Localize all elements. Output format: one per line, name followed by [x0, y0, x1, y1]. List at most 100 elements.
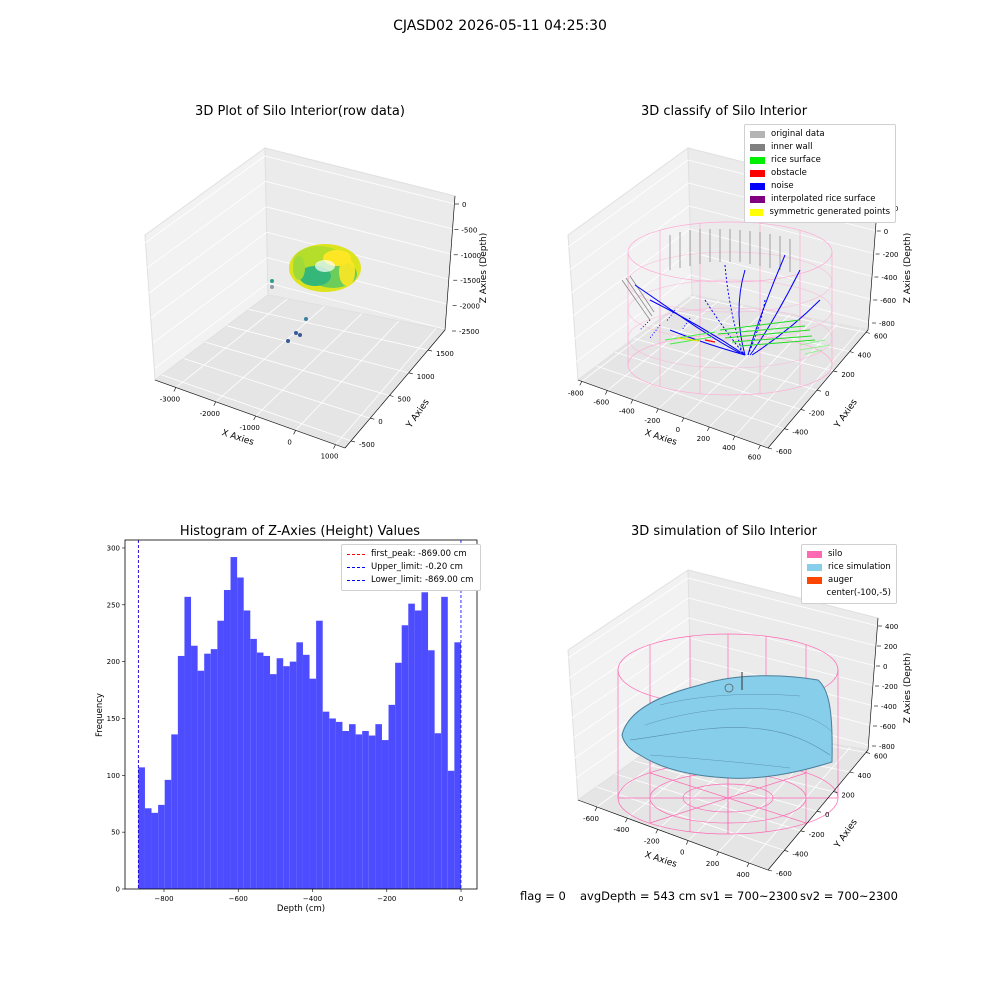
legend-label: noise: [771, 181, 794, 191]
legend-item: first_peak: -869.00 cm: [347, 548, 475, 561]
panel4-title: 3D simulation of Silo Interior: [631, 524, 817, 539]
panel1-outlier: [294, 331, 298, 335]
histogram-bar: [434, 733, 442, 889]
y-tick-label: -400: [792, 429, 808, 437]
panel3-legend: first_peak: -869.00 cm Upper_limit: -0.2…: [341, 544, 481, 591]
panel4-auger: [724, 672, 743, 693]
histogram-bar: [342, 730, 350, 889]
histogram-bar: [408, 603, 415, 889]
footer-sv2: sv2 = 700~2300: [800, 889, 898, 903]
histogram-yticks: 0 50 100 150 200 250 300: [107, 544, 125, 894]
histogram-ytick: 100: [107, 772, 120, 780]
legend-label: first_peak: -869.00 cm: [371, 549, 467, 559]
panel4-z-axis: 400 200 0 -200 -400 -600 -800 Z Axies (Depth): [867, 617, 913, 751]
histogram-bar: [329, 718, 336, 889]
x-tick-label: -400: [619, 408, 635, 416]
legend-swatch: [807, 564, 822, 571]
legend-label: auger: [828, 575, 853, 585]
legend-item: inner wall: [750, 141, 890, 154]
histogram-frame: [124, 539, 478, 890]
z-tick-label: -600: [880, 297, 896, 305]
histogram-bar: [362, 730, 369, 889]
legend-item: noise: [750, 180, 890, 193]
histogram-ytick: 150: [107, 715, 120, 723]
y-tick-label: -500: [359, 441, 375, 449]
z-tick-label: -1500: [460, 277, 480, 285]
histogram-bar: [283, 666, 290, 889]
panel2-3d-axes: -800 -600 -400 -200 0 200 400 600 X Axies -600 -…: [567, 147, 913, 461]
histogram-bar: [210, 649, 218, 889]
histogram-bars: [138, 557, 461, 889]
z-tick-label: -400: [881, 703, 897, 711]
x-tick-label: -400: [613, 826, 629, 834]
panel4-xlabel: X Axies: [643, 850, 678, 870]
histogram-bar: [191, 645, 198, 889]
histogram-bar: [158, 804, 165, 889]
histogram-bar: [414, 610, 422, 889]
legend-item: interpolated rice surface: [750, 193, 890, 206]
panel2-zlabel: Z Axies (Depth): [903, 233, 913, 304]
y-tick-label: -600: [776, 870, 792, 878]
y-tick-label: 1500: [436, 350, 454, 358]
legend-swatch: [750, 209, 764, 216]
panel2-silo-wireframe: [627, 221, 833, 396]
panel2-title: 3D classify of Silo Interior: [640, 104, 808, 119]
y-tick-label: 600: [874, 752, 887, 760]
footer-flag: flag = 0: [520, 889, 566, 903]
panel2-legend: original data inner wall rice surface ob…: [744, 124, 896, 223]
panel1-outlier: [298, 333, 302, 337]
histogram-bar: [256, 652, 264, 889]
z-tick-label: -200: [882, 683, 898, 691]
panel2-obstacle: [704, 339, 716, 343]
histogram-bar: [289, 661, 297, 889]
legend-label: original data: [771, 129, 825, 139]
histogram-bar: [375, 724, 382, 889]
histogram-bar: [401, 625, 409, 889]
panel4-zlabel: Z Axies (Depth): [903, 653, 913, 724]
histogram-bar: [138, 767, 145, 889]
histogram-bar: [270, 674, 277, 889]
panel1-points: [270, 244, 361, 343]
y-tick-label: 0: [378, 418, 382, 426]
panel1-outlier: [270, 279, 274, 283]
z-tick-label: -600: [880, 723, 896, 731]
z-tick-label: -800: [879, 743, 895, 751]
histogram-bar: [322, 711, 330, 889]
z-tick-label: 200: [884, 643, 897, 651]
histogram-xtick: 0: [459, 895, 463, 903]
histogram-bar: [237, 577, 244, 889]
legend-label: symmetric generated points: [769, 207, 890, 217]
legend-label: obstacle: [771, 168, 807, 178]
panel1-zlabel: Z Axies (Depth): [479, 233, 489, 304]
x-tick-label: 200: [697, 435, 710, 443]
panel1-cluster: [289, 244, 361, 292]
legend-swatch: [750, 196, 765, 203]
legend-label: rice surface: [771, 155, 821, 165]
panel2-inner-wall: [621, 229, 791, 321]
y-tick-label: -600: [776, 448, 792, 456]
y-tick-label: 200: [841, 371, 854, 379]
panel1-grid: [144, 155, 456, 445]
histogram-xtick: −400: [303, 895, 322, 903]
histogram-xtick: −600: [229, 895, 248, 903]
z-tick-label: 0: [462, 201, 466, 209]
legend-item: symmetric generated points: [750, 206, 890, 219]
legend-swatch: [807, 551, 822, 558]
z-tick-label: 400: [885, 623, 898, 631]
x-tick-label: -600: [593, 398, 609, 406]
x-tick-label: -600: [583, 815, 599, 823]
x-tick-label: -200: [644, 837, 660, 845]
histogram-bar: [388, 704, 396, 889]
z-tick-label: -2000: [460, 303, 480, 311]
footer-avg-depth: avgDepth = 543 cm: [580, 889, 697, 903]
panel4-rice-surface: [621, 675, 833, 779]
y-tick-label: 0: [825, 390, 829, 398]
histogram-bar: [217, 620, 224, 889]
histogram-bar: [276, 658, 284, 889]
panel4-legend: silo rice simulation auger center(-100,-…: [801, 544, 897, 604]
panel3-title: Histogram of Z-Axies (Height) Values: [179, 524, 421, 539]
x-tick-label: 400: [722, 444, 735, 452]
y-tick-label: -200: [809, 831, 825, 839]
histogram-bar: [223, 590, 231, 889]
legend-item: rice surface: [750, 154, 890, 167]
